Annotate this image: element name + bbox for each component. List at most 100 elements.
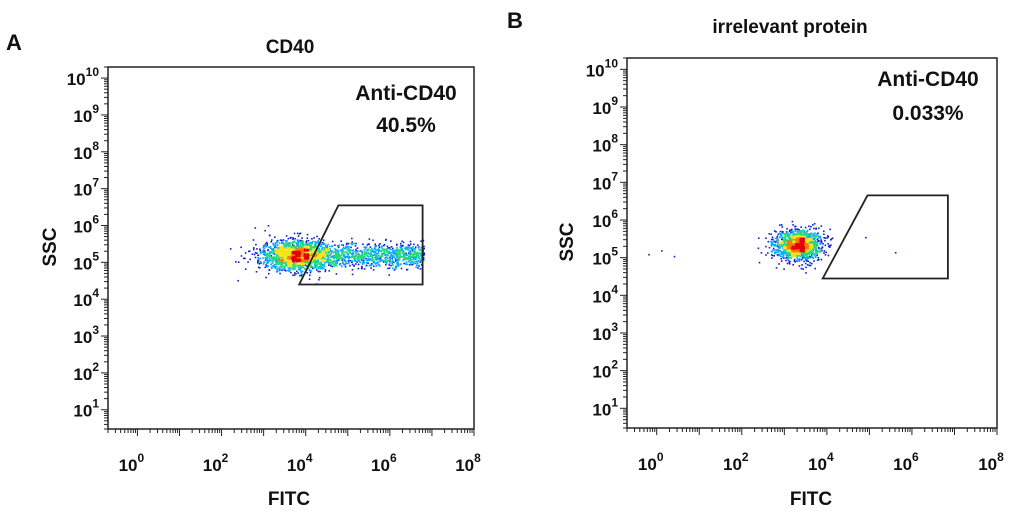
event-point (358, 250, 360, 253)
event-point (419, 254, 422, 256)
event-point (787, 234, 790, 236)
event-point (785, 235, 787, 238)
event-point (392, 255, 394, 258)
event-point (350, 253, 353, 255)
event-point (309, 241, 312, 244)
event-point (806, 253, 809, 256)
event-point (391, 252, 394, 254)
event-point (297, 256, 299, 258)
event-point (301, 258, 303, 261)
event-point (811, 234, 813, 237)
event-point (775, 267, 778, 269)
event-point (300, 253, 303, 256)
event-point (361, 257, 363, 260)
event-point (342, 246, 345, 249)
event-point (801, 243, 804, 246)
event-point (305, 240, 308, 242)
y-tick-label: 103 (73, 323, 99, 347)
event-point (318, 266, 321, 268)
event-point (267, 257, 269, 259)
gate-polygon[interactable] (297, 204, 424, 286)
event-point (778, 263, 780, 265)
event-point (331, 265, 334, 268)
event-point (349, 264, 351, 267)
event-point (301, 270, 304, 272)
event-point (313, 259, 316, 261)
event-point (786, 253, 789, 255)
event-point (791, 249, 794, 251)
event-point (770, 250, 773, 253)
event-point (282, 251, 285, 254)
event-point (810, 247, 813, 249)
event-point (352, 251, 354, 254)
event-point (782, 236, 784, 239)
event-point (335, 264, 337, 266)
event-point (306, 244, 308, 246)
event-point (385, 249, 387, 252)
event-point (806, 233, 809, 235)
event-point (800, 267, 803, 270)
event-point (262, 263, 265, 265)
event-point (793, 260, 796, 262)
event-point (809, 264, 812, 267)
y-tick-label: 105 (592, 245, 618, 269)
event-point (348, 255, 351, 258)
event-point (323, 254, 325, 257)
event-point (415, 256, 417, 259)
event-point (244, 257, 246, 260)
event-point (279, 251, 281, 254)
event-point (315, 258, 318, 260)
event-point (783, 246, 785, 249)
event-point (293, 241, 295, 243)
event-point (256, 248, 258, 250)
event-point (302, 259, 305, 261)
event-point (413, 243, 415, 246)
event-point (299, 244, 302, 246)
event-point (788, 263, 791, 265)
y-tick-label: 101 (73, 397, 99, 421)
gate-polygon[interactable] (821, 194, 949, 280)
event-point (366, 254, 369, 257)
event-point (328, 252, 330, 254)
event-point (299, 268, 301, 271)
event-point (419, 260, 422, 262)
event-point (771, 250, 773, 253)
event-point (348, 245, 350, 248)
event-point (810, 232, 813, 235)
event-point (266, 265, 268, 267)
event-point (798, 237, 800, 240)
event-point (290, 265, 293, 267)
y-axis-label: SSC (40, 227, 61, 266)
event-point (309, 266, 312, 268)
event-point (801, 254, 803, 257)
event-point (419, 249, 421, 252)
event-point (257, 254, 259, 257)
event-point (377, 249, 380, 252)
event-point (404, 258, 406, 260)
event-point (817, 240, 819, 243)
event-point (252, 247, 255, 249)
event-point (295, 248, 298, 251)
event-point (341, 252, 344, 254)
event-point (811, 251, 814, 254)
event-point (281, 269, 283, 272)
event-point (314, 249, 316, 252)
event-point (800, 237, 802, 240)
event-point (765, 254, 767, 256)
event-point (388, 246, 391, 249)
event-point (648, 253, 650, 256)
event-point (299, 232, 302, 235)
event-point (418, 258, 421, 260)
x-axis-ticks (626, 428, 998, 435)
event-point (330, 256, 332, 258)
event-point (798, 232, 800, 235)
event-point (805, 240, 807, 242)
event-point (325, 261, 327, 263)
event-point (780, 233, 782, 236)
event-point (270, 250, 273, 253)
event-point (357, 256, 360, 258)
y-tick-label: 103 (592, 320, 618, 344)
event-point (352, 253, 355, 255)
event-point (314, 243, 317, 245)
event-point (796, 240, 798, 243)
